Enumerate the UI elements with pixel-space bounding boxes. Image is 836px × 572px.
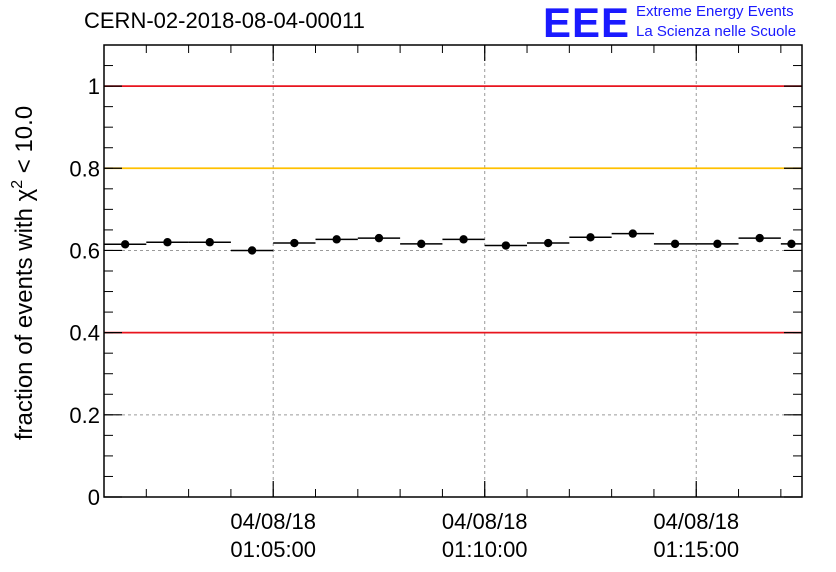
data-point (247, 246, 257, 255)
y-tick-label: 0.2 (69, 403, 100, 428)
x-tick-time-label: 01:05:00 (230, 537, 316, 562)
data-point (120, 240, 130, 249)
x-tick-date-label: 04/08/18 (230, 509, 316, 534)
data-point (374, 233, 384, 243)
data-point (459, 235, 468, 244)
y-tick-label: 0.8 (69, 156, 100, 181)
data-point (543, 238, 553, 248)
x-tick-date-label: 04/08/18 (653, 509, 739, 534)
eee-logo: EEE (543, 0, 631, 46)
y-tick-label: 0.4 (69, 321, 100, 346)
logo-line-1: Extreme Energy Events (636, 3, 794, 20)
y-tick-label: 0.6 (69, 238, 100, 263)
grid-layer (104, 45, 802, 497)
y-tick-label: 1 (88, 74, 100, 99)
data-point (628, 229, 637, 238)
x-tick-date-label: 04/08/18 (442, 509, 528, 534)
data-layer (104, 229, 802, 255)
data-point (205, 238, 214, 247)
x-tick-time-label: 01:10:00 (442, 537, 528, 562)
data-point (787, 239, 796, 249)
data-point (755, 233, 764, 243)
data-point (417, 239, 426, 249)
data-point (586, 233, 595, 242)
tick-layer (103, 44, 802, 498)
data-point (713, 239, 722, 249)
data-point (163, 238, 172, 247)
y-tick-label: 0 (88, 485, 100, 510)
chart-title: CERN-02-2018-08-04-00011 (84, 8, 365, 33)
x-tick-time-label: 01:15:00 (653, 537, 739, 562)
label-layer: 0 0.2 0.4 0.6 0.8 1 04/08/18 01:05:00 04/08/18 01… (69, 74, 739, 562)
data-point (501, 241, 511, 250)
data-point (670, 239, 680, 249)
y-axis-label: fraction of events with χ2 < 10.0 (9, 106, 38, 440)
reference-lines (104, 85, 802, 334)
data-point (290, 238, 299, 248)
logo-line-2: La Scienza nelle Scuole (636, 23, 797, 40)
data-point (332, 235, 341, 244)
plot-frame (103, 44, 803, 498)
